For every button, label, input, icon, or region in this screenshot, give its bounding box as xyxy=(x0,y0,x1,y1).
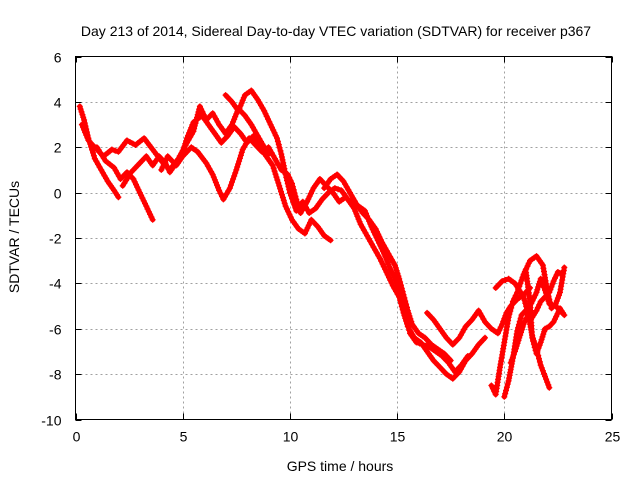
series-track-m xyxy=(507,269,566,366)
axis-ticks: 0 5 10 15 20 25 -10 -8 -6 -4 -2 0 2 4 6 xyxy=(41,50,620,445)
series-markers xyxy=(222,87,488,382)
y-tick-label: -10 xyxy=(41,413,61,429)
series-markers xyxy=(507,269,566,366)
y-tick-label: -4 xyxy=(49,276,62,292)
x-tick-label: 20 xyxy=(497,429,513,445)
series-track-d xyxy=(93,144,156,223)
x-tick-label: 15 xyxy=(390,429,406,445)
series-track-a xyxy=(76,103,122,201)
series-track-f xyxy=(222,87,488,382)
x-tick-label: 0 xyxy=(73,429,81,445)
y-tick-label: 4 xyxy=(54,95,62,111)
y-tick-label: 2 xyxy=(54,140,62,156)
y-tick-label: 0 xyxy=(54,186,62,202)
y-tick-label: -2 xyxy=(49,231,62,247)
y-tick-label: -8 xyxy=(49,367,62,383)
series-track-g xyxy=(321,171,454,364)
data-series-group xyxy=(76,87,568,400)
x-tick-label: 25 xyxy=(605,429,621,445)
y-axis-label: SDTVAR / TECUs xyxy=(6,181,22,293)
x-tick-label: 5 xyxy=(180,429,188,445)
x-axis-label: GPS time / hours xyxy=(287,458,394,474)
grid-lines xyxy=(75,56,612,420)
x-tick-label: 10 xyxy=(283,429,299,445)
series-markers xyxy=(93,144,156,223)
series-markers xyxy=(321,171,454,364)
y-tick-label: 6 xyxy=(54,50,62,66)
series-markers xyxy=(424,284,533,348)
y-tick-label: -6 xyxy=(49,322,62,338)
chart-title: Day 213 of 2014, Sidereal Day-to-day VTE… xyxy=(81,23,591,39)
